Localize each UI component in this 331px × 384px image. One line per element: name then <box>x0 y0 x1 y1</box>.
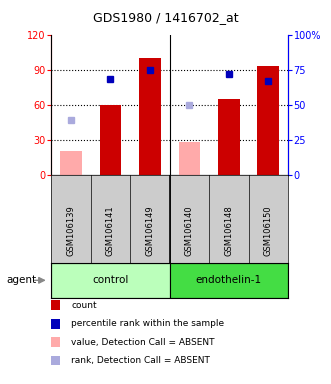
Text: GSM106150: GSM106150 <box>264 205 273 256</box>
Text: GSM106140: GSM106140 <box>185 205 194 256</box>
Text: percentile rank within the sample: percentile rank within the sample <box>71 319 224 328</box>
Text: count: count <box>71 301 97 310</box>
Text: GSM106148: GSM106148 <box>224 205 233 256</box>
Text: endothelin-1: endothelin-1 <box>196 275 262 285</box>
Bar <box>258 66 279 175</box>
Bar <box>100 104 121 175</box>
Text: agent: agent <box>7 275 37 285</box>
Text: GSM106149: GSM106149 <box>145 205 155 256</box>
Text: control: control <box>92 275 129 285</box>
Bar <box>139 58 161 175</box>
Bar <box>218 99 240 175</box>
Text: GSM106141: GSM106141 <box>106 205 115 256</box>
Bar <box>51 263 169 298</box>
Bar <box>178 142 200 175</box>
Bar <box>169 263 288 298</box>
Text: rank, Detection Call = ABSENT: rank, Detection Call = ABSENT <box>71 356 210 365</box>
Text: GSM106139: GSM106139 <box>67 205 75 256</box>
Bar <box>60 151 82 175</box>
Text: value, Detection Call = ABSENT: value, Detection Call = ABSENT <box>71 338 215 347</box>
Text: GDS1980 / 1416702_at: GDS1980 / 1416702_at <box>93 11 238 24</box>
